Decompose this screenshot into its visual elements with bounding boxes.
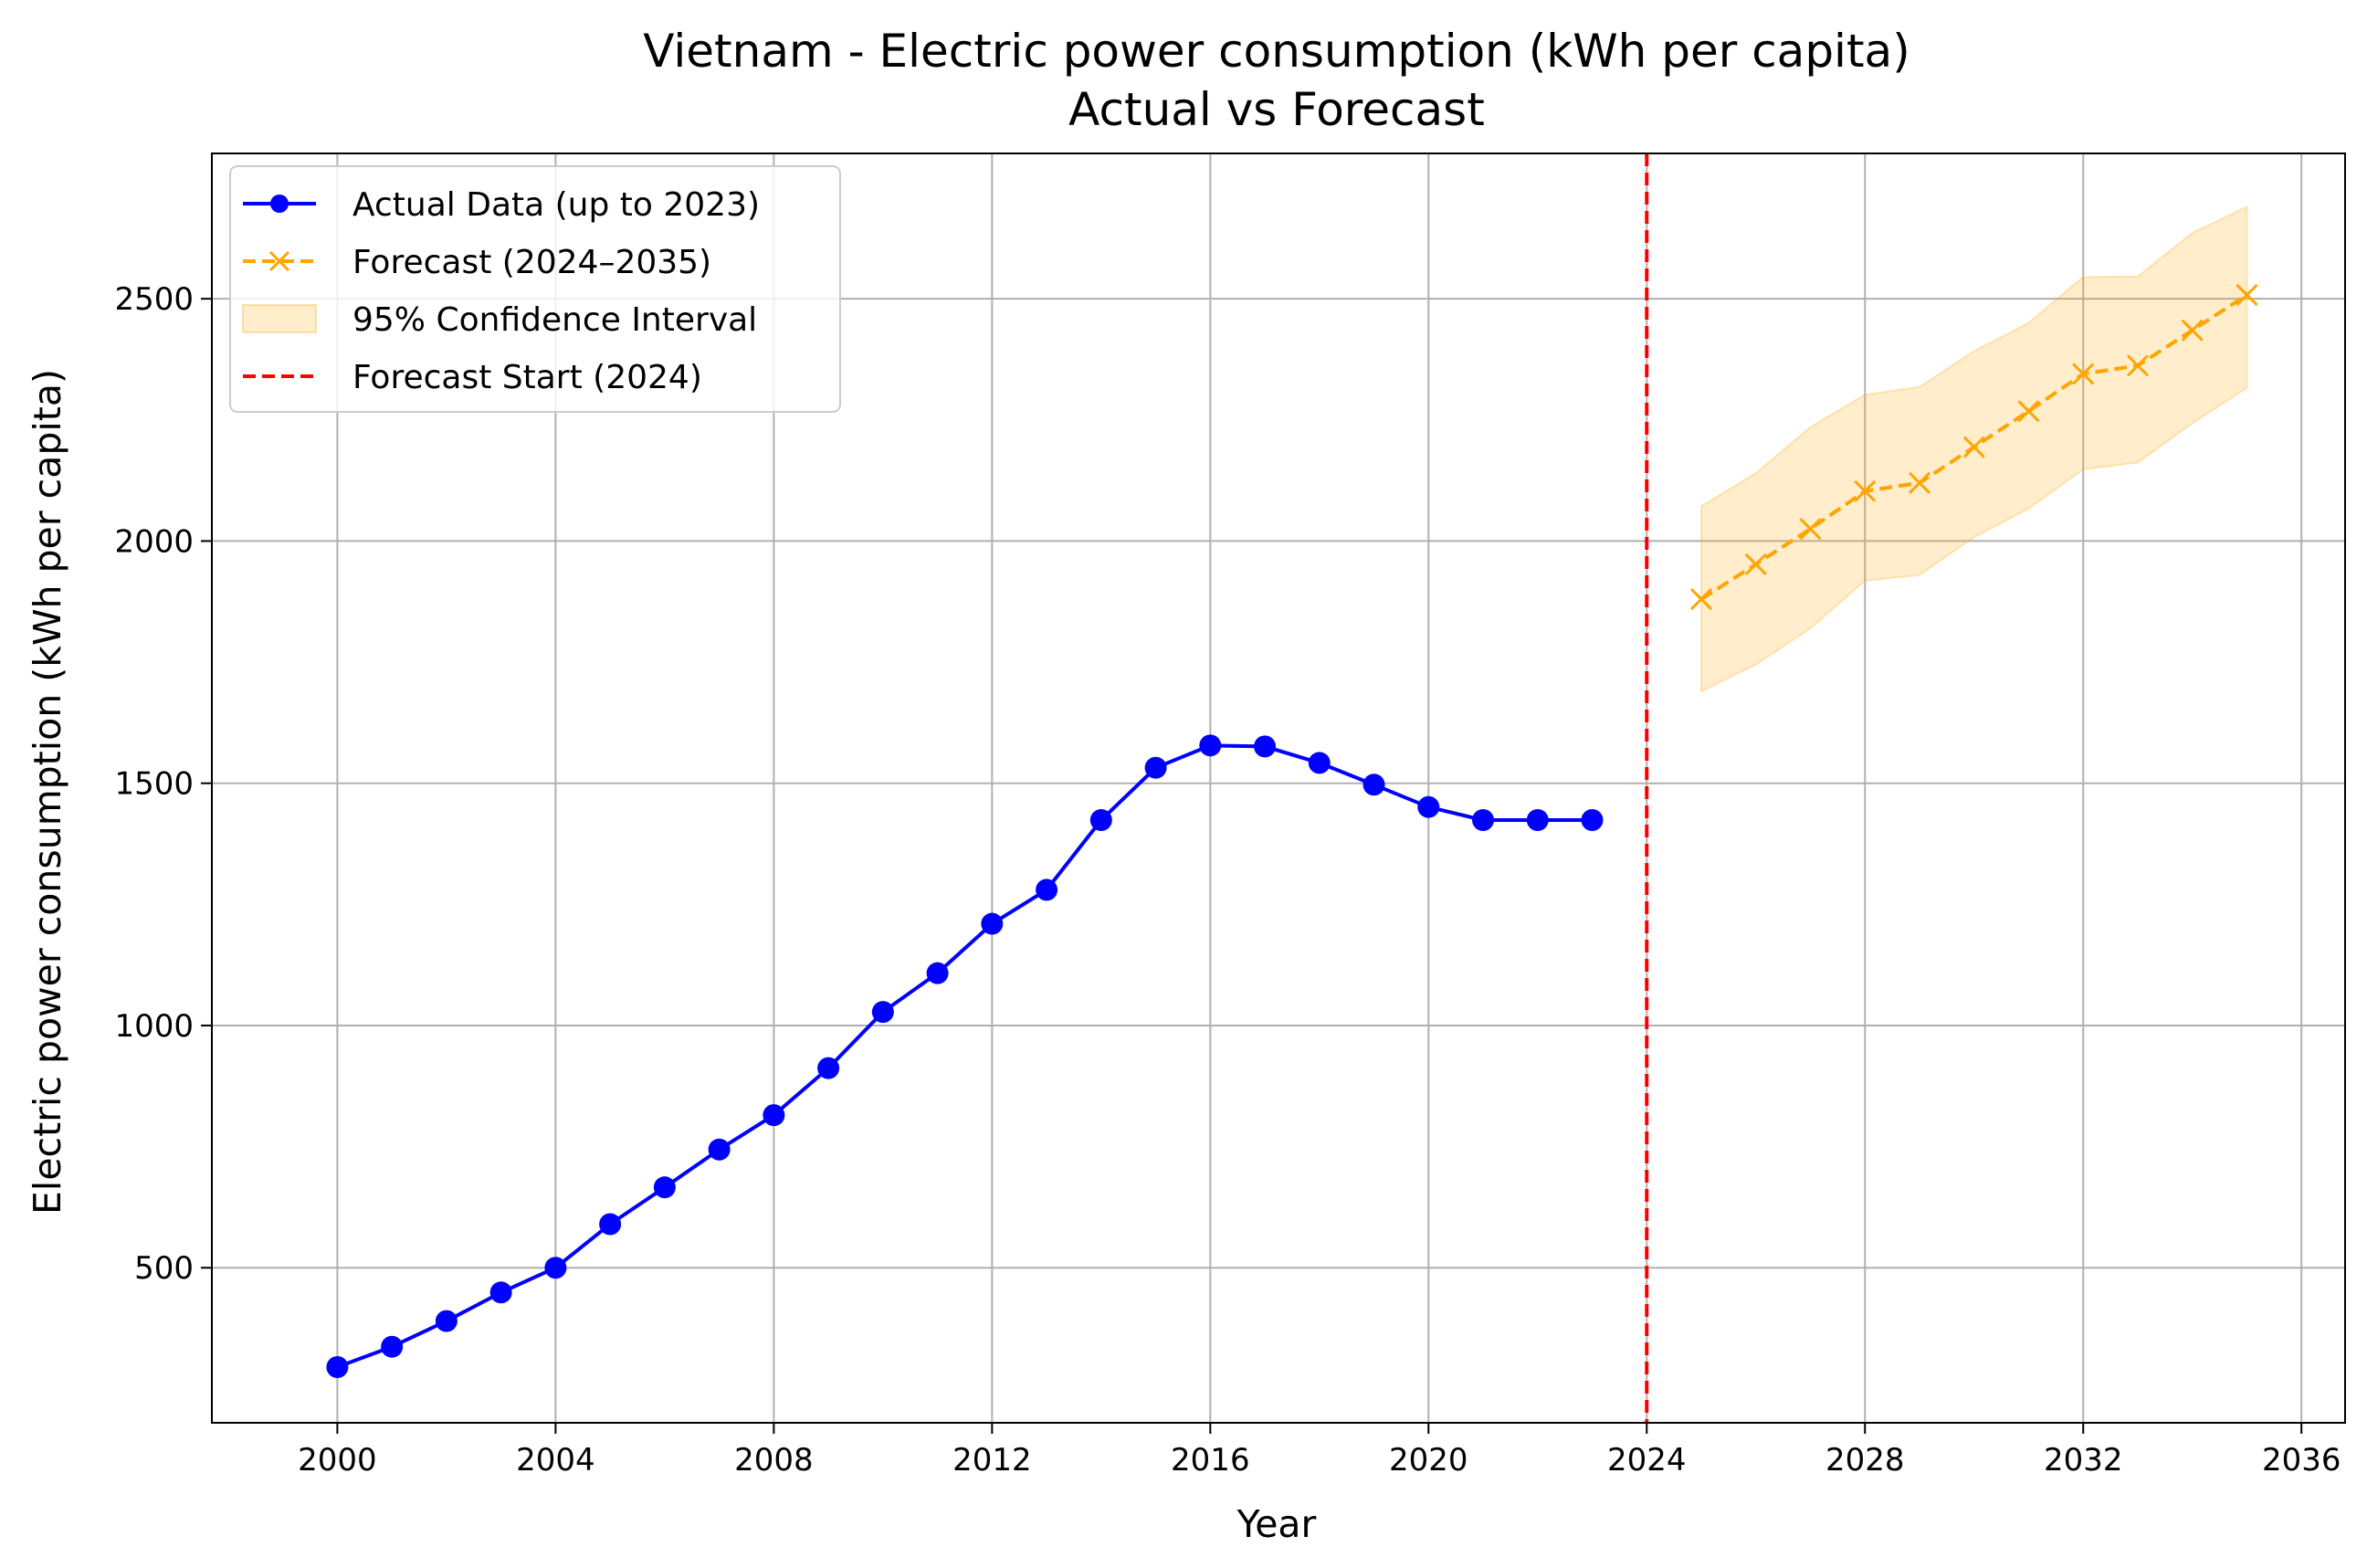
forecast-data-point <box>1854 479 1877 502</box>
x-tick-label: 2036 <box>2262 1442 2341 1479</box>
forecast-data-point <box>1689 588 1713 611</box>
actual-data-point <box>1254 735 1277 758</box>
x-tick-label: 2004 <box>516 1442 595 1479</box>
legend-box <box>229 165 841 413</box>
legend-forecast-label: Forecast (2024–2035) <box>352 244 711 281</box>
y-tick-label: 1000 <box>114 1008 194 1045</box>
legend-forecast-marker <box>268 250 290 272</box>
actual-data-point <box>653 1176 676 1199</box>
forecast-data-point <box>2126 354 2150 377</box>
y-tick-label: 500 <box>134 1250 194 1287</box>
legend-entry-actual: Actual Data (up to 2023) <box>243 186 760 224</box>
actual-data-point <box>544 1257 567 1279</box>
actual-data-point <box>926 962 949 984</box>
y-axis-label: Electric power consumption (kWh per capi… <box>26 369 69 1215</box>
actual-data-point <box>708 1138 731 1161</box>
actual-data-point <box>1362 773 1385 796</box>
actual-data-point <box>1526 809 1549 832</box>
forecast-data-point <box>1962 436 1985 458</box>
forecast-data-point <box>2181 319 2204 342</box>
legend: Actual Data (up to 2023) Forecast (2024–… <box>229 165 841 413</box>
x-axis-ticks: 2000 2004 2008 2012 2016 2020 2024 2028 2032 2036 <box>298 1423 2341 1479</box>
forecast-data-point <box>2236 283 2258 306</box>
legend-entry-confidence: 95% Confidence Interval <box>242 301 757 339</box>
x-tick-label: 2012 <box>952 1442 1032 1479</box>
forecast-data-point <box>1799 518 1822 541</box>
x-tick-label: 2024 <box>1607 1442 1687 1479</box>
x-tick-label: 2028 <box>1825 1442 1905 1479</box>
actual-data-point <box>817 1057 840 1079</box>
legend-forecast-start-label: Forecast Start (2024) <box>352 359 702 396</box>
actual-data-point <box>326 1355 349 1378</box>
actual-data-point <box>599 1213 622 1236</box>
legend-actual-marker <box>270 195 289 213</box>
legend-entry-forecast: Forecast (2024–2035) <box>243 244 711 281</box>
actual-data-point <box>763 1104 785 1127</box>
actual-data-point <box>981 912 1004 935</box>
y-tick-label: 2500 <box>114 281 194 318</box>
actual-data-point <box>489 1281 512 1304</box>
x-tick-label: 2000 <box>298 1442 377 1479</box>
actual-data-point <box>1308 752 1331 774</box>
chart-title: Vietnam - Electric power consumption (kW… <box>643 25 1909 78</box>
legend-actual-label: Actual Data (up to 2023) <box>352 186 760 224</box>
actual-data-point <box>871 1001 894 1024</box>
plot-frame <box>211 153 2346 1424</box>
actual-data-point <box>435 1310 458 1332</box>
x-tick-label: 2032 <box>2044 1442 2123 1479</box>
forecast-data-point <box>2017 400 2040 423</box>
actual-data-point <box>1417 795 1440 818</box>
x-tick-label: 2020 <box>1389 1442 1468 1479</box>
actual-data-point <box>1472 809 1495 832</box>
actual-data-point <box>1036 879 1058 901</box>
forecast-data-point <box>2072 363 2095 385</box>
forecast-data-point <box>1908 471 1931 494</box>
legend-confidence-swatch <box>242 304 317 333</box>
actual-data-point <box>1199 734 1222 757</box>
chart-subtitle: Actual vs Forecast <box>1068 83 1485 136</box>
y-tick-label: 2000 <box>114 523 194 560</box>
actual-data-point <box>1581 809 1604 832</box>
y-axis-ticks: 500 1000 1500 2000 2500 <box>114 281 212 1287</box>
actual-data-point <box>1089 809 1112 832</box>
x-tick-label: 2016 <box>1171 1442 1250 1479</box>
series-layer <box>326 283 2258 1378</box>
x-tick-label: 2008 <box>734 1442 814 1479</box>
actual-data-point <box>381 1335 404 1358</box>
x-axis-label: Year <box>1236 1502 1317 1546</box>
legend-entry-forecast-start: Forecast Start (2024) <box>243 359 702 396</box>
actual-data-point <box>1144 756 1167 779</box>
legend-confidence-label: 95% Confidence Interval <box>352 301 757 339</box>
forecast-data-point <box>1744 552 1767 575</box>
y-tick-label: 1500 <box>114 766 194 803</box>
